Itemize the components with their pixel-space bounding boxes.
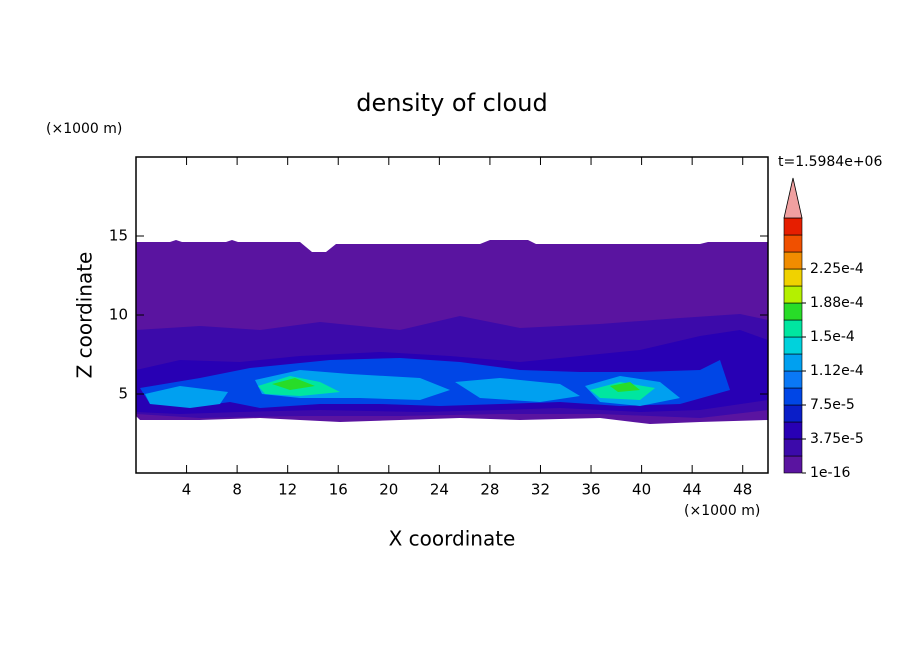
contour-region	[272, 378, 315, 390]
colorbar-overflow	[783, 177, 803, 219]
x-tick-label: 36	[581, 481, 600, 499]
x-tick-label: 4	[182, 481, 192, 499]
colorbar-label: 1.5e-4	[810, 329, 855, 345]
colorbar-band	[783, 370, 803, 389]
colorbar-band	[783, 285, 803, 304]
colorbar-band	[783, 421, 803, 440]
y-tick-label: 10	[109, 306, 128, 324]
x-tick-label: 8	[232, 481, 242, 499]
colorbar-band	[783, 438, 803, 457]
x-tick-label: 20	[379, 481, 398, 499]
colorbar-label: 7.5e-5	[810, 397, 855, 413]
x-tick-label: 28	[480, 481, 499, 499]
colorbar-band	[783, 404, 803, 423]
colorbar-label: 1.12e-4	[810, 363, 864, 379]
x-tick-label: 16	[329, 481, 348, 499]
colorbar-label: 2.25e-4	[810, 261, 864, 277]
colorbar-band	[783, 234, 803, 253]
x-unit: (×1000 m)	[684, 503, 760, 519]
x-axis-label: X coordinate	[389, 527, 516, 551]
y-tick-label: 15	[109, 227, 128, 245]
x-tick-label: 32	[531, 481, 550, 499]
x-tick-label: 24	[430, 481, 449, 499]
x-tick-label: 48	[733, 481, 752, 499]
colorbar-label: 3.75e-5	[810, 431, 864, 447]
colorbar-band	[783, 251, 803, 270]
contour-region	[145, 386, 228, 408]
colorbar-band	[783, 455, 803, 474]
colorbar-band	[783, 387, 803, 406]
x-tick-label: 44	[683, 481, 702, 499]
chart-title: density of cloud	[356, 89, 547, 117]
colorbar-label: 1e-16	[810, 465, 850, 481]
x-tick-label: 40	[632, 481, 651, 499]
colorbar-band	[783, 319, 803, 338]
colorbar-band	[783, 336, 803, 355]
colorbar-band	[783, 353, 803, 372]
colorbar-label: 1.88e-4	[810, 295, 864, 311]
y-tick-label: 5	[118, 385, 128, 403]
x-tick-label: 12	[278, 481, 297, 499]
time-label: t=1.5984e+06	[778, 154, 882, 170]
y-unit: (×1000 m)	[46, 121, 122, 137]
contour-region	[455, 378, 580, 402]
contour-region	[610, 382, 640, 392]
colorbar-band	[783, 268, 803, 287]
colorbar-band	[783, 217, 803, 236]
colorbar-band	[783, 302, 803, 321]
y-axis-label: Z coordinate	[73, 252, 97, 379]
